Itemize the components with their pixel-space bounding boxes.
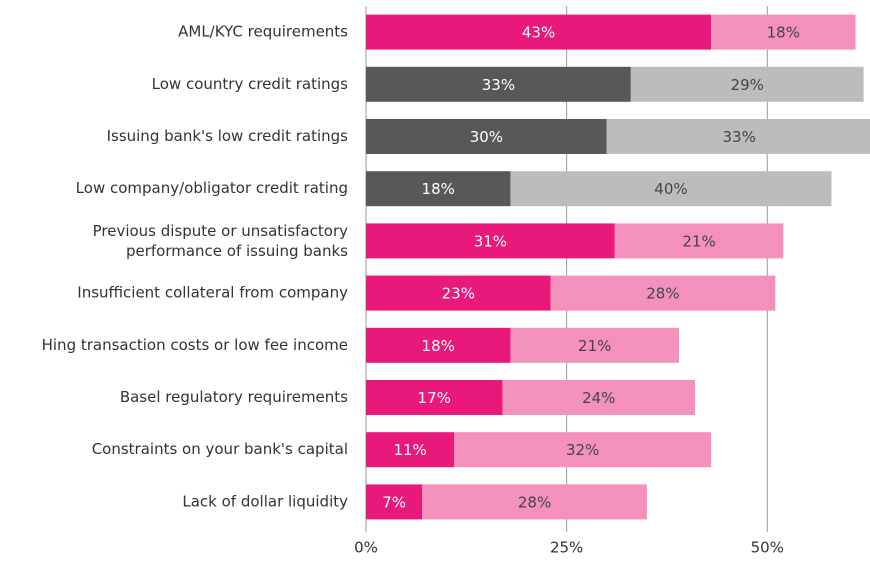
category-label: Basel regulatory requirements	[120, 388, 348, 406]
bar-segment	[630, 66, 864, 102]
value-label: 7%	[382, 493, 406, 511]
bar-segment	[366, 432, 455, 468]
value-label: 18%	[422, 180, 455, 198]
category-label: AML/KYC requirements	[178, 23, 348, 41]
value-label: 29%	[731, 76, 764, 94]
bar-segment	[454, 432, 712, 468]
value-label: 23%	[442, 285, 475, 303]
x-tick-label: 25%	[550, 539, 583, 557]
bar-segment	[366, 119, 607, 154]
value-label: 43%	[522, 24, 555, 42]
bar-segment	[366, 327, 511, 363]
value-label: 11%	[393, 441, 426, 459]
bar-segment	[366, 223, 615, 259]
bar-segment	[614, 223, 784, 259]
bar-segment	[502, 380, 696, 415]
category-label: Hing transaction costs or low fee income	[42, 336, 348, 354]
bar-segment	[366, 484, 423, 520]
category-label: Issuing bank's low credit ratings	[107, 127, 349, 145]
value-label: 33%	[482, 76, 515, 94]
bar-segment	[366, 66, 631, 102]
value-label: 28%	[518, 493, 551, 511]
value-label: 40%	[654, 180, 687, 198]
value-label: 31%	[474, 232, 507, 250]
value-label: 30%	[470, 128, 503, 146]
bar-segment	[510, 327, 679, 363]
category-label: Lack of dollar liquidity	[182, 492, 348, 510]
bar-segment	[366, 14, 712, 50]
value-label: 28%	[646, 285, 679, 303]
category-label: Low country credit ratings	[152, 75, 349, 93]
value-label: 17%	[418, 389, 451, 407]
value-label: 21%	[578, 337, 611, 355]
category-label: Constraints on your bank's capital	[92, 440, 348, 458]
bar-segment	[606, 119, 870, 154]
category-label: Previous dispute or unsatisfactory perfor…	[93, 221, 349, 259]
value-label: 32%	[566, 441, 599, 459]
bar-segment	[366, 380, 503, 415]
category-label: Insufficient collateral from company	[77, 284, 348, 302]
bar-segment	[711, 14, 856, 50]
x-tick-label: 50%	[751, 539, 784, 557]
x-tick-label: 0%	[354, 539, 378, 557]
value-label: 18%	[422, 337, 455, 355]
bar-segment	[422, 484, 647, 520]
category-label: Low company/obligator credit rating	[76, 179, 348, 197]
value-label: 24%	[582, 389, 615, 407]
bar-segment	[366, 171, 511, 207]
bar-segment	[510, 171, 832, 207]
value-label: 21%	[682, 232, 715, 250]
bar-segment	[550, 275, 776, 311]
value-label: 33%	[723, 128, 756, 146]
value-label: 18%	[767, 24, 800, 42]
bar-segment	[366, 275, 551, 311]
